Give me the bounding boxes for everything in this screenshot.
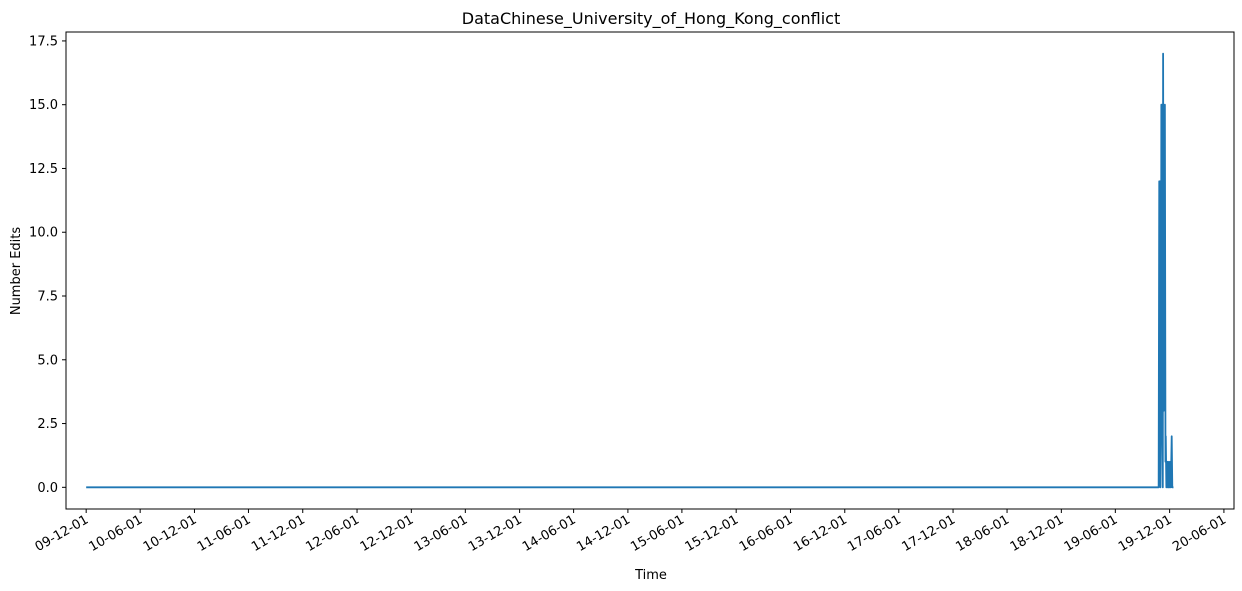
x-tick: 14-06-01 [520,509,579,555]
series-line-0 [86,52,1174,489]
x-tick-label: 20-06-01 [1170,512,1229,554]
x-tick: 09-12-01 [33,509,92,555]
x-tick: 11-12-01 [249,509,308,555]
x-tick-label: 18-06-01 [953,512,1012,554]
x-tick: 11-06-01 [195,509,254,555]
y-tick-label: 7.5 [37,290,58,305]
x-tick-label: 19-06-01 [1062,512,1121,554]
x-tick-label: 17-06-01 [845,512,904,554]
x-tick: 15-12-01 [683,509,742,555]
y-axis: 0.0 2.5 5.0 7.5 10.0 12.5 15.0 17.5 [29,34,66,496]
x-tick: 12-06-01 [303,509,362,555]
x-tick-label: 14-06-01 [520,512,579,554]
x-tick: 17-12-01 [899,509,958,555]
y-tick: 5.0 [37,353,66,368]
x-tick-label: 13-06-01 [412,512,471,554]
x-tick-label: 15-06-01 [628,512,687,554]
x-tick: 18-06-01 [953,509,1012,555]
y-tick: 7.5 [37,290,66,305]
x-axis: 09-12-0110-06-0110-12-0111-06-0111-12-01… [33,509,1229,555]
x-tick: 18-12-01 [1008,509,1067,555]
y-tick: 0.0 [37,481,66,496]
x-tick: 13-06-01 [412,509,471,555]
x-axis-label: Time [634,568,667,583]
x-tick: 10-12-01 [141,509,200,555]
x-tick-label: 17-12-01 [899,512,958,554]
x-tick: 20-06-01 [1170,509,1229,555]
y-tick: 2.5 [37,417,66,432]
x-tick: 17-06-01 [845,509,904,555]
x-tick-label: 11-12-01 [249,512,308,554]
x-tick-label: 16-06-01 [737,512,796,554]
y-tick-label: 15.0 [29,98,58,113]
x-tick-label: 19-12-01 [1116,512,1175,554]
x-tick-label: 10-12-01 [141,512,200,554]
x-tick: 12-12-01 [358,509,417,555]
y-tick-label: 10.0 [29,226,58,241]
x-tick: 19-12-01 [1116,509,1175,555]
y-axis-label: Number Edits [9,227,24,316]
y-tick: 15.0 [29,98,66,113]
x-tick: 19-06-01 [1062,509,1121,555]
x-tick-label: 09-12-01 [33,512,92,554]
y-tick-label: 17.5 [29,34,58,49]
plot-area-frame [65,31,1235,510]
chart-title: DataChinese_University_of_Hong_Kong_conf… [462,9,840,29]
x-tick: 10-06-01 [87,509,146,555]
x-tick: 16-12-01 [791,509,850,555]
x-tick-label: 14-12-01 [574,512,633,554]
y-tick-label: 0.0 [37,481,58,496]
x-tick-label: 12-12-01 [358,512,417,554]
data-series [86,52,1174,489]
x-tick: 14-12-01 [574,509,633,555]
x-tick-label: 11-06-01 [195,512,254,554]
y-tick: 17.5 [29,34,66,49]
x-tick-label: 13-12-01 [466,512,525,554]
x-tick-label: 16-12-01 [791,512,850,554]
y-tick-label: 5.0 [37,353,58,368]
y-tick-label: 2.5 [37,417,58,432]
y-tick: 10.0 [29,226,66,241]
x-tick-label: 18-12-01 [1008,512,1067,554]
y-tick: 12.5 [29,162,66,177]
x-tick: 16-06-01 [737,509,796,555]
x-tick: 15-06-01 [628,509,687,555]
y-tick-label: 12.5 [29,162,58,177]
x-tick-label: 12-06-01 [303,512,362,554]
x-tick-label: 10-06-01 [87,512,146,554]
x-tick: 13-12-01 [466,509,525,555]
x-tick-label: 15-12-01 [683,512,742,554]
